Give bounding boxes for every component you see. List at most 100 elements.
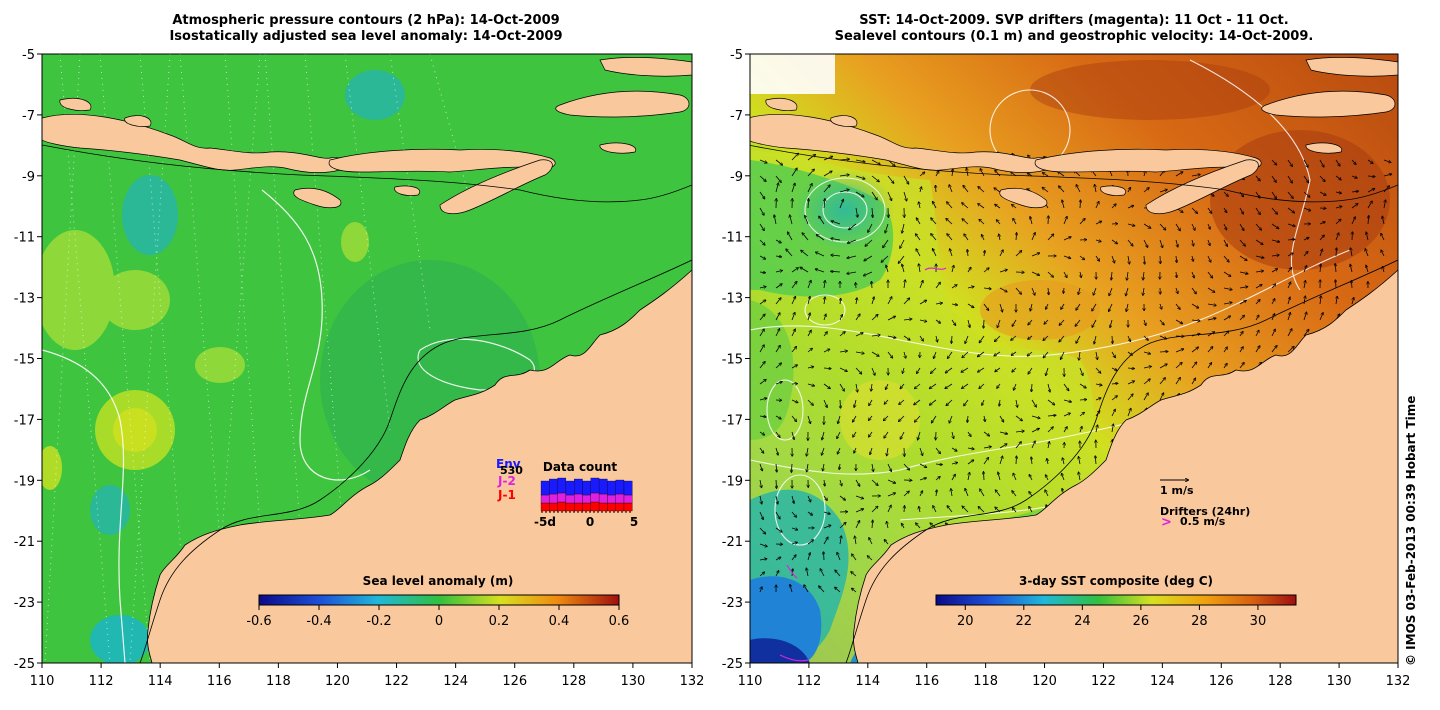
velocity-vector bbox=[1366, 266, 1369, 273]
right-ytick-label: -15 bbox=[722, 353, 743, 368]
velocity-vector bbox=[1058, 172, 1065, 177]
legend-count-530: 530 bbox=[500, 464, 523, 477]
velocity-vector bbox=[1127, 223, 1135, 226]
left-colorbar-tick-label: 0.6 bbox=[609, 614, 630, 629]
velocity-vector bbox=[962, 219, 969, 225]
velocity-vector bbox=[801, 250, 809, 257]
velocity-vector bbox=[995, 335, 1001, 341]
velocity-vector bbox=[1175, 303, 1180, 309]
velocity-vector bbox=[759, 447, 764, 453]
velocity-vector bbox=[1207, 271, 1212, 278]
velocity-vector bbox=[1048, 287, 1049, 294]
left-ytick-label: -25 bbox=[14, 657, 35, 672]
velocity-vector bbox=[1191, 223, 1195, 230]
velocity-vector bbox=[1271, 159, 1276, 165]
velocity-vector bbox=[1303, 312, 1307, 321]
velocity-vector bbox=[1381, 250, 1385, 257]
velocity-vector bbox=[871, 191, 877, 200]
velocity-vector bbox=[900, 383, 905, 388]
velocity-vector bbox=[775, 256, 781, 257]
velocity-vector bbox=[1012, 319, 1017, 326]
velocity-vector bbox=[1287, 175, 1292, 183]
velocity-vector bbox=[872, 521, 873, 529]
velocity-vector bbox=[839, 495, 845, 500]
velocity-vector bbox=[1335, 219, 1341, 225]
velocity-vector bbox=[999, 456, 1003, 465]
velocity-vector bbox=[935, 447, 940, 453]
velocity-vector bbox=[1319, 249, 1322, 257]
velocity-vector bbox=[1239, 287, 1248, 288]
velocity-vector bbox=[951, 304, 957, 305]
velocity-vector bbox=[999, 287, 1007, 292]
velocity-vector bbox=[1255, 175, 1260, 181]
velocity-vector bbox=[807, 495, 811, 502]
velocity-vector bbox=[839, 463, 840, 469]
velocity-vector bbox=[1016, 233, 1017, 241]
velocity-vector bbox=[1144, 319, 1146, 325]
velocity-vector bbox=[1159, 319, 1164, 325]
velocity-vector bbox=[854, 399, 857, 407]
velocity-vector bbox=[1192, 255, 1193, 261]
velocity-vector bbox=[930, 399, 937, 405]
velocity-vector bbox=[759, 287, 766, 288]
velocity-vector bbox=[1271, 175, 1276, 182]
velocity-vector bbox=[1079, 351, 1080, 360]
velocity-vector bbox=[887, 175, 894, 183]
velocity-vector bbox=[1381, 234, 1385, 241]
velocity-vector bbox=[759, 300, 766, 305]
velocity-vector bbox=[759, 362, 765, 369]
velocity-vector bbox=[979, 335, 985, 343]
velocity-vector bbox=[952, 266, 954, 273]
velocity-vector bbox=[1271, 269, 1277, 273]
velocity-vector bbox=[775, 271, 782, 273]
velocity-vector bbox=[1143, 366, 1151, 368]
velocity-vector bbox=[967, 460, 974, 465]
velocity-vector bbox=[1319, 175, 1325, 181]
velocity-vector bbox=[791, 431, 794, 439]
velocity-vector bbox=[1223, 303, 1232, 305]
velocity-vector bbox=[1366, 232, 1369, 241]
velocity-vector bbox=[885, 223, 889, 233]
velocity-vector bbox=[967, 268, 971, 273]
velocity-vector bbox=[791, 495, 794, 503]
left-colorbar-gradient bbox=[258, 594, 620, 606]
velocity-vector bbox=[1127, 381, 1134, 385]
velocity-vector bbox=[884, 415, 889, 420]
velocity-vector bbox=[791, 268, 798, 273]
velocity-vector bbox=[1012, 367, 1017, 372]
velocity-vector bbox=[807, 415, 810, 423]
right-xtick-label: 118 bbox=[973, 674, 998, 689]
velocity-vector bbox=[1335, 192, 1341, 193]
velocity-vector bbox=[1143, 239, 1148, 247]
velocity-vector bbox=[884, 540, 889, 545]
velocity-vector bbox=[952, 431, 954, 438]
velocity-vector bbox=[837, 553, 841, 561]
velocity-vector bbox=[759, 329, 764, 337]
velocity-vector bbox=[1255, 271, 1263, 272]
velocity-vector bbox=[902, 265, 905, 273]
velocity-vector bbox=[962, 203, 969, 209]
velocity-vector bbox=[1351, 176, 1357, 178]
velocity-vector bbox=[1015, 431, 1024, 432]
data-count-bar-j1 bbox=[549, 502, 558, 512]
velocity-vector bbox=[1336, 248, 1337, 257]
velocity-vector bbox=[1207, 287, 1215, 292]
velocity-vector bbox=[1159, 378, 1165, 385]
velocity-vector bbox=[831, 271, 841, 272]
velocity-vector bbox=[1092, 319, 1097, 327]
velocity-vector bbox=[1336, 280, 1337, 289]
velocity-vector bbox=[760, 587, 762, 593]
data-count-bar-env bbox=[549, 478, 558, 495]
right-xtick-label: 124 bbox=[1150, 674, 1175, 689]
velocity-vector bbox=[855, 521, 860, 529]
velocity-vector bbox=[1111, 239, 1117, 244]
velocity-vector bbox=[984, 251, 985, 257]
velocity-vector bbox=[978, 367, 985, 372]
velocity-vector bbox=[951, 285, 957, 289]
velocity-vector bbox=[1143, 188, 1149, 193]
velocity-vector bbox=[931, 218, 937, 225]
data-count-bar-env bbox=[574, 478, 583, 495]
velocity-vector bbox=[775, 183, 778, 193]
velocity-vector bbox=[995, 170, 1001, 177]
velocity-vector bbox=[1043, 335, 1049, 340]
